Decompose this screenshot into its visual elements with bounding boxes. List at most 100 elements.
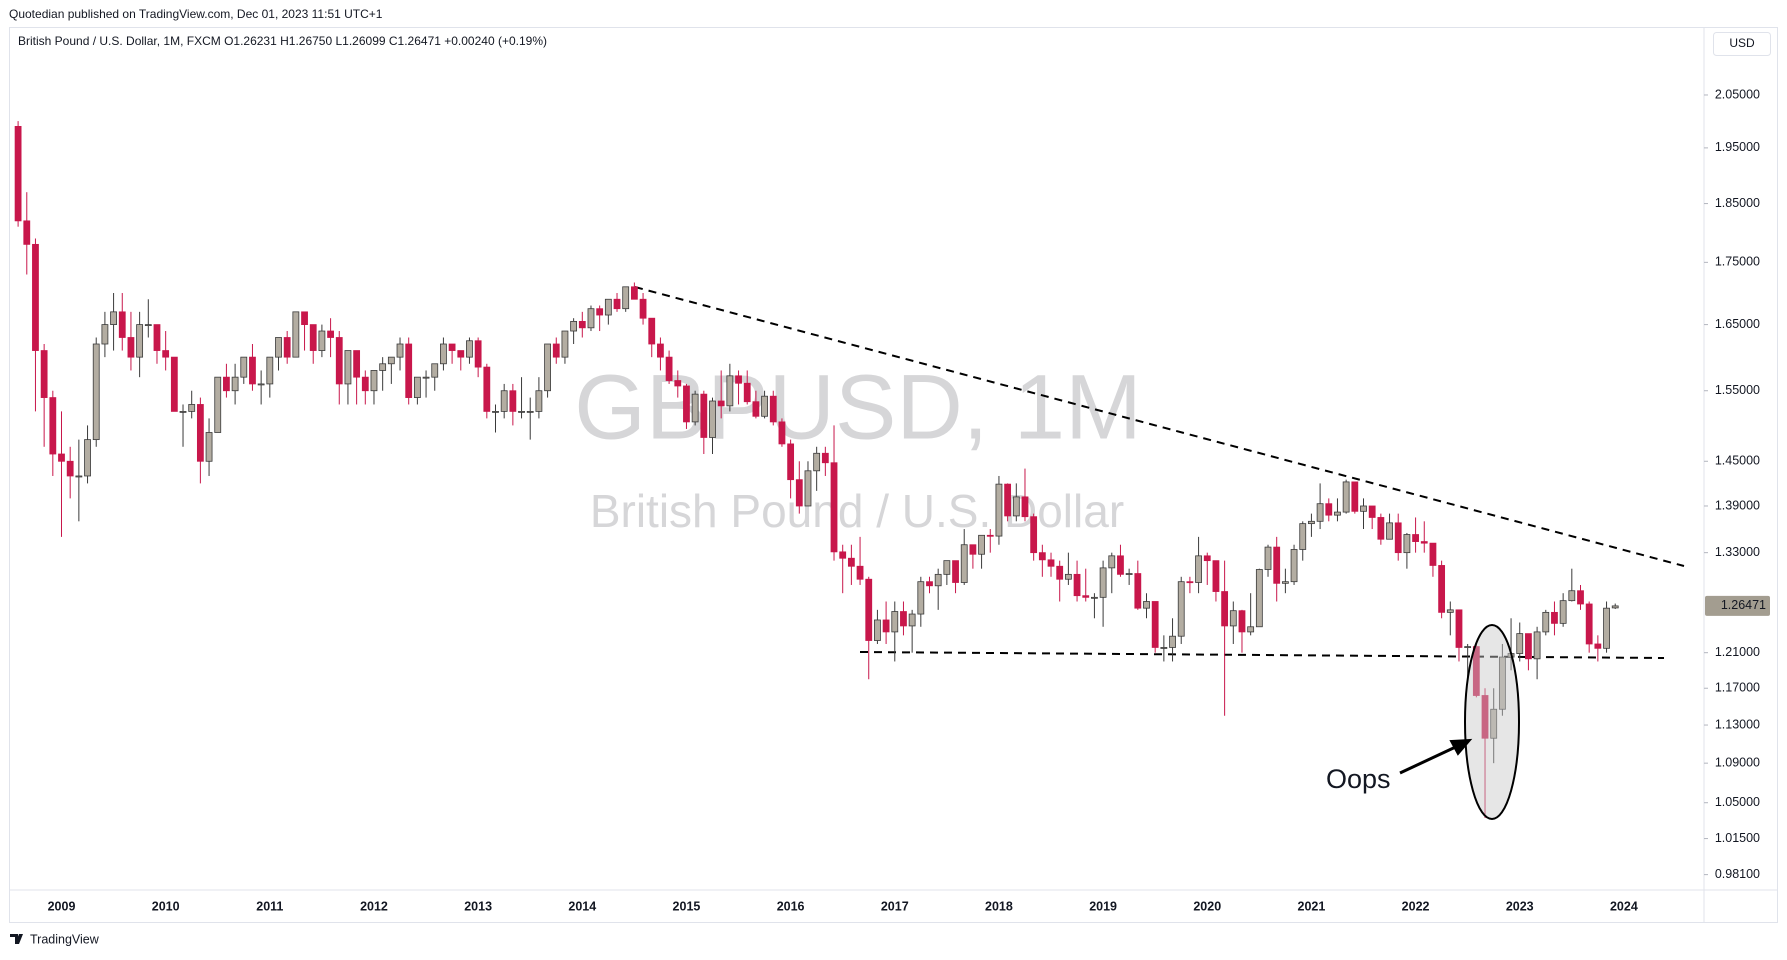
candle-body bbox=[1594, 643, 1602, 649]
candle-body bbox=[1533, 631, 1541, 660]
candle-body bbox=[1368, 505, 1376, 518]
y-tick-label: 2.05000 bbox=[1715, 87, 1760, 101]
candle-body bbox=[570, 320, 578, 332]
candle-body bbox=[1603, 607, 1610, 649]
candle-body bbox=[978, 534, 985, 555]
candle-body bbox=[483, 366, 491, 412]
candle-body bbox=[804, 470, 812, 507]
candle-body bbox=[795, 479, 803, 507]
candle-body bbox=[1082, 595, 1090, 598]
y-tick-label: 1.45000 bbox=[1715, 454, 1760, 468]
candle-body bbox=[14, 126, 22, 222]
candle-body bbox=[283, 337, 291, 358]
candle-body bbox=[900, 611, 907, 627]
candle-body bbox=[1125, 573, 1133, 575]
candle-body bbox=[1516, 633, 1524, 654]
candle-body bbox=[1091, 596, 1098, 599]
candle-body bbox=[23, 220, 31, 245]
candle-body bbox=[249, 356, 256, 385]
candle-body bbox=[578, 320, 586, 329]
candle-body bbox=[1030, 516, 1038, 554]
candle-body bbox=[908, 613, 916, 627]
candle-body bbox=[535, 390, 543, 412]
footer: TradingView bbox=[30, 932, 100, 946]
candle-body bbox=[144, 324, 152, 326]
candle-body bbox=[1472, 646, 1480, 696]
candle-body bbox=[1073, 573, 1081, 597]
candle-body bbox=[266, 356, 274, 385]
candle-body bbox=[1151, 601, 1159, 648]
candle-body bbox=[431, 363, 439, 378]
candle-body bbox=[960, 544, 968, 583]
candle-body bbox=[717, 400, 725, 407]
candle-body bbox=[179, 411, 187, 413]
candle-body bbox=[648, 317, 656, 345]
candle-body bbox=[75, 475, 83, 478]
x-tick-label: 2010 bbox=[152, 899, 180, 913]
candle-body bbox=[301, 311, 308, 325]
candle-body bbox=[1255, 569, 1263, 628]
currency-label[interactable]: USD bbox=[1729, 36, 1755, 50]
candle-body bbox=[917, 581, 925, 615]
candle-body bbox=[153, 324, 161, 351]
candle-body bbox=[1490, 708, 1498, 739]
candle-body bbox=[205, 432, 213, 462]
candle-body bbox=[761, 395, 768, 417]
candle-body bbox=[1281, 581, 1289, 584]
candle-body bbox=[1221, 591, 1229, 627]
candle-body bbox=[1412, 534, 1419, 542]
x-tick-label: 2021 bbox=[1298, 899, 1326, 913]
candle-body bbox=[1464, 646, 1472, 648]
candle-body bbox=[500, 390, 508, 412]
y-tick-label: 1.17000 bbox=[1715, 681, 1760, 695]
candle-body bbox=[440, 343, 447, 365]
y-tick-label: 1.05000 bbox=[1715, 795, 1760, 809]
candle-body bbox=[335, 337, 343, 385]
logo-icon bbox=[10, 934, 23, 944]
candle-body bbox=[448, 343, 456, 351]
candle-body bbox=[856, 565, 864, 580]
candle-body bbox=[1481, 695, 1489, 739]
candle-body bbox=[1551, 611, 1558, 624]
candle-body bbox=[1186, 581, 1194, 584]
candle-body bbox=[327, 330, 334, 338]
candle-body bbox=[821, 452, 829, 464]
candle-body bbox=[110, 311, 117, 325]
candle-body bbox=[1394, 522, 1402, 554]
watermark: GBPUSD, 1M bbox=[574, 356, 1141, 458]
candle-body bbox=[118, 311, 126, 338]
candle-body bbox=[223, 376, 230, 392]
candle-body bbox=[1203, 555, 1211, 562]
candle-body bbox=[1429, 542, 1437, 566]
candle-body bbox=[813, 452, 821, 472]
candle-body bbox=[726, 375, 734, 407]
candle-body bbox=[952, 560, 959, 583]
candle-body bbox=[787, 443, 795, 481]
highlight-ellipse bbox=[1464, 624, 1520, 820]
candle-body bbox=[526, 411, 534, 413]
x-tick-label: 2011 bbox=[256, 899, 283, 913]
candle-body bbox=[1360, 505, 1367, 512]
candle-body bbox=[778, 421, 786, 445]
candle-body bbox=[1342, 481, 1350, 513]
candle-body bbox=[422, 376, 430, 379]
ohlc-legend: British Pound / U.S. Dollar, 1M, FXCM O1… bbox=[18, 34, 547, 48]
candle-body bbox=[1316, 503, 1324, 522]
candle-body bbox=[1012, 496, 1020, 517]
candle-body bbox=[1377, 517, 1385, 540]
x-tick-label: 2020 bbox=[1193, 899, 1221, 913]
frame bbox=[9, 27, 1778, 923]
currency-button[interactable] bbox=[1713, 32, 1771, 56]
candle-body bbox=[162, 350, 170, 358]
candle-body bbox=[630, 286, 638, 300]
candle-body bbox=[1169, 635, 1176, 648]
candle-body bbox=[40, 350, 48, 398]
arrow-shaft bbox=[1399, 742, 1463, 775]
candle-body bbox=[413, 376, 421, 398]
candle-body bbox=[1099, 567, 1107, 598]
watermark-subtitle: British Pound / U.S. Dollar bbox=[590, 485, 1124, 537]
candle-body bbox=[604, 298, 612, 316]
candle-body bbox=[66, 460, 74, 477]
candle-body bbox=[1611, 605, 1619, 609]
candle-body bbox=[405, 343, 413, 398]
